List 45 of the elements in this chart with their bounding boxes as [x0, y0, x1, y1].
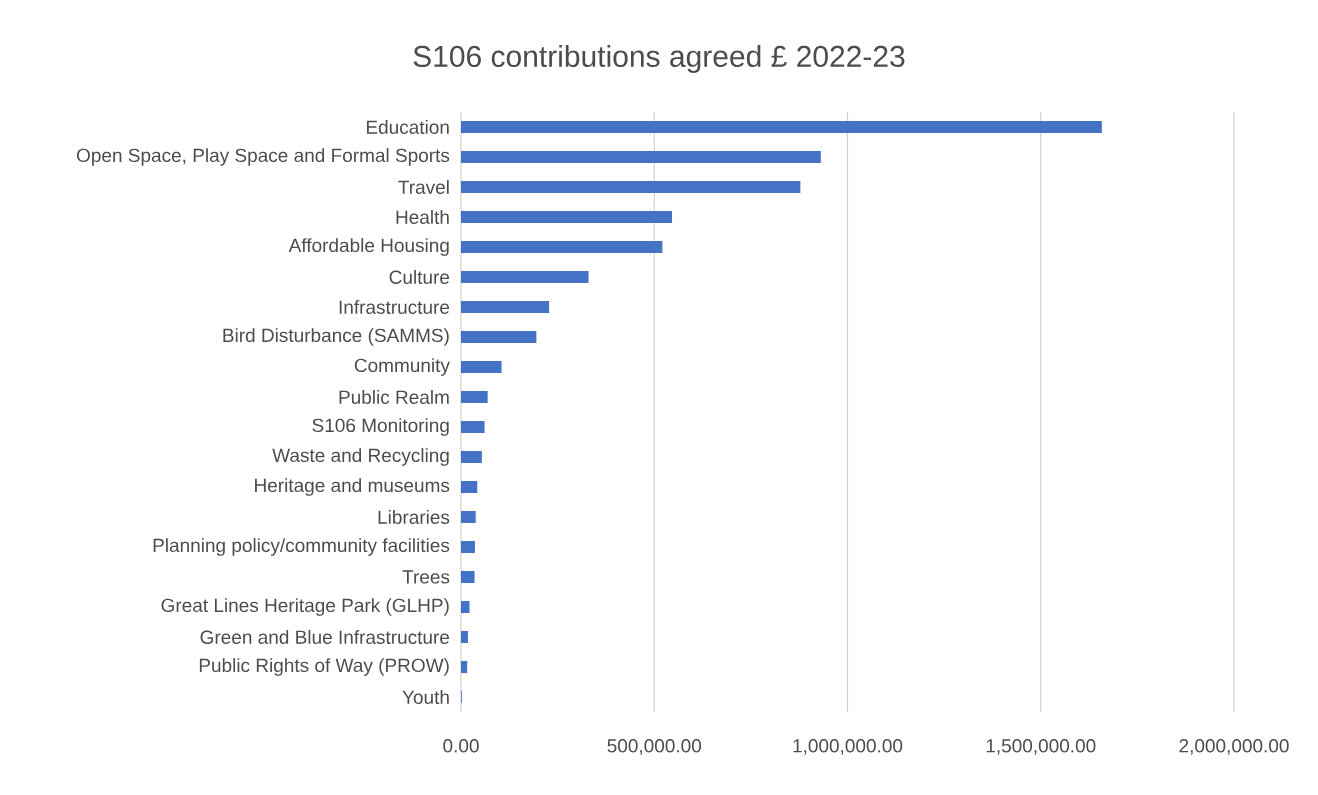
bar [461, 120, 1102, 133]
y-tick-label: Trees [402, 570, 450, 584]
y-tick-label: S106 Monitoring [312, 418, 449, 436]
x-tick-label: 1,500,000.00 [986, 739, 1096, 755]
bar [461, 210, 673, 223]
y-tick-label: Education [366, 120, 449, 134]
y-tick-label: Bird Disturbance (SAMMS) [223, 328, 449, 346]
y-tick-label: Green and Blue Infrastructure [200, 630, 450, 644]
bar [461, 540, 475, 553]
x-tick-label: 500,000.00 [607, 739, 702, 755]
y-tick-label: Community [354, 358, 450, 376]
bar [461, 480, 478, 493]
bar [461, 180, 801, 193]
y-tick-label: Waste and Recycling [272, 448, 449, 466]
y-tick-label: Infrastructure [339, 300, 450, 314]
x-tick-label: 2,000,000.00 [1179, 739, 1289, 755]
y-tick-label: Heritage and museums [255, 478, 450, 496]
bar [461, 330, 537, 343]
bar [461, 661, 468, 673]
bar [461, 300, 550, 313]
bar [461, 600, 470, 613]
bar [461, 240, 663, 253]
y-tick-label: Travel [398, 180, 449, 194]
bar [461, 510, 476, 523]
y-tick-label: Great Lines Heritage Park (GLHP) [161, 598, 449, 616]
y-tick-label: Public Rights of Way (PROW) [199, 658, 449, 676]
bar [461, 570, 475, 583]
chart-title: S106 contributions agreed £ 2022-23 [413, 45, 905, 73]
y-tick-label: Youth [402, 690, 449, 704]
x-tick-label: 0.00 [443, 739, 479, 753]
y-tick-label: Affordable Housing [288, 238, 449, 256]
y-tick-label: Open Space, Play Space and Formal Sports [76, 148, 450, 166]
bar [461, 150, 821, 163]
x-tick-label: 1,000,000.00 [793, 739, 903, 755]
y-tick-label: Libraries [378, 510, 450, 524]
bar [461, 420, 485, 433]
y-tick-label: Health [396, 210, 449, 224]
bar [461, 630, 468, 643]
y-tick-label: Culture [389, 270, 450, 284]
bar [461, 270, 589, 283]
y-tick-label: Planning policy/community facilities [153, 538, 450, 556]
bar [461, 450, 482, 463]
bar [461, 360, 502, 373]
bar [461, 390, 488, 403]
y-tick-label: Public Realm [339, 390, 449, 404]
